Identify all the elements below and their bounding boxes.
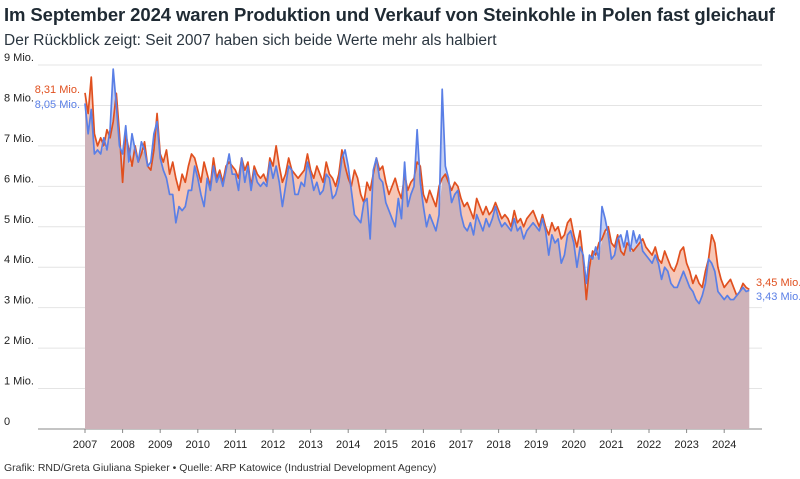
chart-title: Im September 2024 waren Produktion und V… xyxy=(4,4,775,25)
y-tick-label: 5 Mio. xyxy=(4,214,34,226)
x-tick-label: 2019 xyxy=(524,439,548,451)
chart-subtitle: Der Rückblick zeigt: Seit 2007 haben sic… xyxy=(4,32,497,49)
y-tick-label: 4 Mio. xyxy=(4,254,34,266)
y-axis: 0 1 Mio. 2 Mio. 3 Mio. 4 Mio. 5 Mio. 6 Mio. 7 M… xyxy=(4,52,34,428)
x-tick-label: 2020 xyxy=(562,439,586,451)
series-lines xyxy=(84,68,750,305)
start-label-sales: 8,05 Mio. xyxy=(35,99,80,111)
y-tick-label: 2 Mio. xyxy=(4,335,34,347)
end-label-production: 3,45 Mio. xyxy=(756,277,800,289)
x-tick-label: 2008 xyxy=(110,439,134,451)
end-label-sales: 3,43 Mio. xyxy=(756,291,800,303)
y-tick-label: 8 Mio. xyxy=(4,92,34,104)
source-credit: Grafik: RND/Greta Giuliana Spieker • Que… xyxy=(4,462,437,474)
y-tick-label: 7 Mio. xyxy=(4,133,34,145)
x-tick-label: 2010 xyxy=(186,439,210,451)
area-fills xyxy=(84,69,750,429)
x-tick-label: 2017 xyxy=(449,439,473,451)
x-tick-label: 2023 xyxy=(674,439,698,451)
y-tick-label: 3 Mio. xyxy=(4,295,34,307)
start-label-production: 8,31 Mio. xyxy=(35,84,80,96)
y-tick-label: 9 Mio. xyxy=(4,52,34,64)
x-tick-label: 2013 xyxy=(298,439,322,451)
x-tick-label: 2022 xyxy=(637,439,661,451)
y-tick-label: 6 Mio. xyxy=(4,173,34,185)
production-line xyxy=(84,76,750,301)
x-tick-label: 2021 xyxy=(599,439,623,451)
x-axis: 2007 2008 2009 2010 2011 2012 2013 2014 2015 2016… xyxy=(73,429,736,451)
x-tick-label: 2007 xyxy=(73,439,97,451)
x-tick-label: 2011 xyxy=(224,439,248,451)
x-tick-label: 2016 xyxy=(411,439,435,451)
x-tick-label: 2024 xyxy=(712,439,736,451)
x-tick-label: 2015 xyxy=(374,439,398,451)
y-tick-label: 0 xyxy=(4,416,10,428)
x-tick-label: 2014 xyxy=(336,439,360,451)
x-tick-label: 2009 xyxy=(148,439,172,451)
sales-line xyxy=(84,68,750,305)
y-tick-label: 1 Mio. xyxy=(4,376,34,388)
x-tick-label: 2018 xyxy=(486,439,510,451)
base-area xyxy=(85,103,750,429)
annotations: 8,31 Mio. 8,05 Mio. 3,45 Mio. 3,43 Mio. xyxy=(35,84,800,303)
x-tick-label: 2012 xyxy=(261,439,285,451)
